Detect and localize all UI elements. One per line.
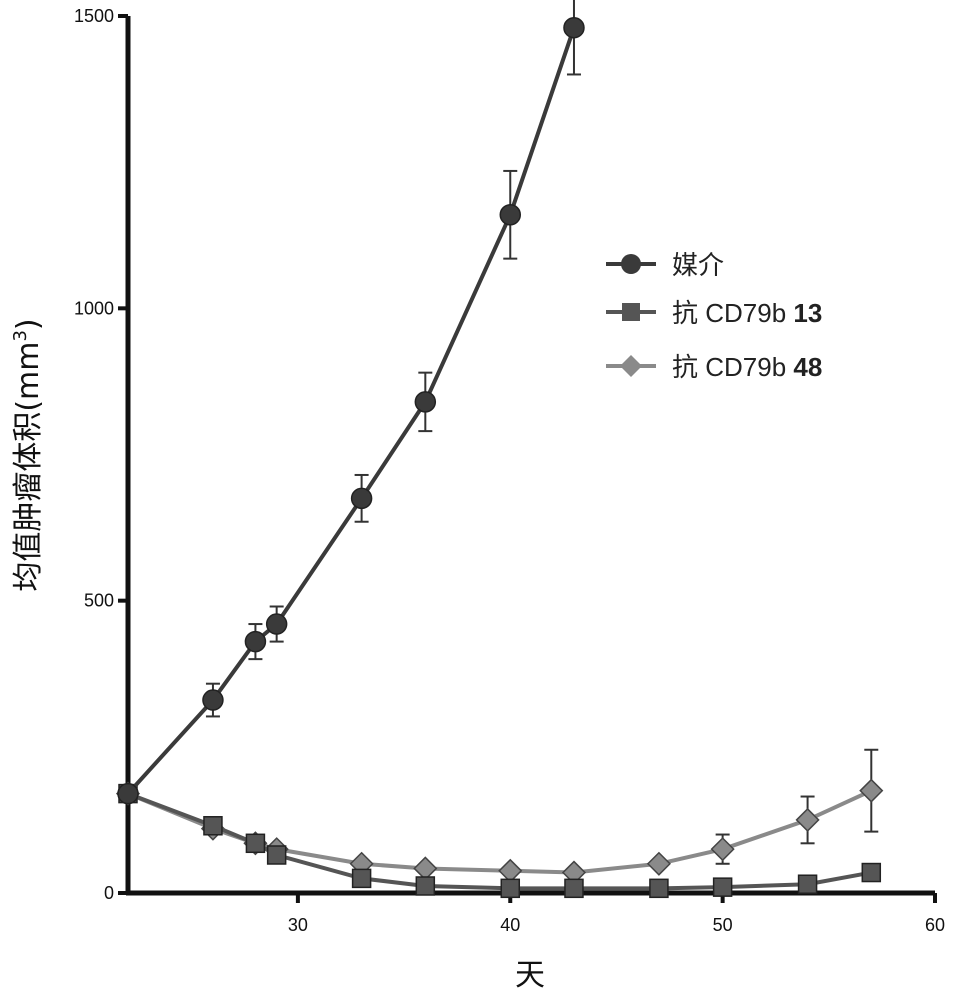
legend-marker-circle	[621, 254, 641, 274]
data-point	[712, 877, 733, 897]
data-point	[351, 868, 372, 889]
legend-marker-square	[622, 303, 640, 321]
data-point	[795, 807, 820, 832]
legend-marker-diamond	[620, 355, 642, 377]
data-point	[244, 630, 267, 653]
y-axis-title-sup: 3	[10, 330, 31, 341]
x-tick-label: 50	[713, 915, 733, 935]
legend-label-cd79b-13: 抗 CD79b 13	[672, 298, 822, 328]
axis-ticks: 0 500 1000 1500 30 40 50 60	[74, 6, 945, 935]
data-point	[245, 833, 266, 854]
y-tick-label: 500	[84, 591, 114, 611]
series-line	[126, 27, 576, 795]
data-point	[859, 778, 884, 803]
legend-item-vehicle: 媒介	[606, 250, 724, 280]
data-point	[202, 689, 224, 711]
axes	[125, 16, 935, 896]
legend-label-vehicle: 媒介	[672, 250, 724, 280]
data-point	[414, 391, 437, 413]
series-line	[127, 788, 873, 875]
data-point	[797, 874, 818, 894]
y-tick-label: 1500	[74, 6, 114, 26]
data-point	[350, 487, 373, 510]
x-tick-label: 40	[500, 915, 520, 935]
data-point	[646, 851, 671, 876]
x-axis-title: 天	[515, 958, 545, 993]
data-point	[117, 782, 139, 805]
series-diamond	[115, 748, 884, 885]
series-line	[127, 791, 872, 891]
legend: 媒介 抗 CD79b 13 抗 CD79b 48	[606, 250, 822, 382]
data-point	[499, 204, 522, 226]
data-point	[861, 862, 882, 883]
data-point	[413, 856, 438, 881]
data-point	[415, 876, 436, 896]
legend-item-cd79b-48: 抗 CD79b 48	[606, 352, 822, 382]
data-point	[498, 858, 523, 883]
data-point	[563, 16, 585, 39]
data-point	[265, 613, 288, 635]
y-tick-label: 0	[104, 883, 114, 903]
x-tick-label: 60	[925, 915, 945, 935]
y-axis-title-main: 均值肿瘤体积(mm	[11, 342, 46, 592]
series-layer	[115, 0, 884, 899]
data-point	[203, 816, 223, 836]
x-tick-label: 30	[288, 915, 308, 935]
series-circle	[117, 0, 585, 805]
series-square	[118, 783, 882, 899]
y-axis-title: 均值肿瘤体积(mm3)	[10, 318, 46, 591]
data-point	[564, 878, 584, 899]
data-point	[266, 845, 287, 865]
data-point	[710, 837, 735, 862]
y-tick-label: 1000	[74, 298, 114, 318]
legend-label-cd79b-48: 抗 CD79b 48	[672, 352, 822, 382]
data-point	[649, 878, 669, 899]
y-axis-title-close: )	[11, 318, 46, 330]
data-point	[500, 878, 521, 899]
legend-item-cd79b-13: 抗 CD79b 13	[606, 298, 822, 328]
